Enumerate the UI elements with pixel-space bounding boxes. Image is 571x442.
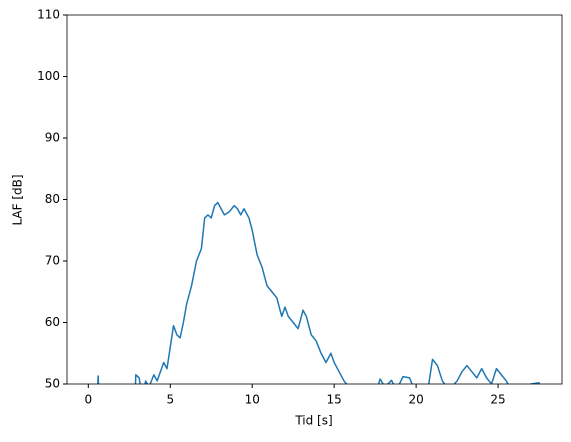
line-series — [97, 201, 541, 384]
x-tick-label: 20 — [408, 393, 423, 407]
y-tick-label: 100 — [37, 69, 60, 83]
x-axis-label: Tid [s] — [294, 414, 332, 428]
x-tick-label: 15 — [327, 393, 342, 407]
y-tick-label: 50 — [45, 377, 60, 391]
x-tick-label: 0 — [84, 393, 92, 407]
y-tick-label: 90 — [45, 131, 60, 145]
y-tick-label: 80 — [45, 192, 60, 206]
y-axis-label: LAF [dB] — [11, 174, 25, 225]
y-tick-label: 60 — [45, 315, 60, 329]
x-tick-label: 5 — [166, 393, 174, 407]
y-tick-label: 110 — [37, 8, 60, 22]
y-tick-label: 70 — [45, 254, 60, 268]
x-tick-label: 10 — [245, 393, 260, 407]
x-tick-label: 25 — [490, 393, 505, 407]
plot-frame — [66, 14, 563, 385]
